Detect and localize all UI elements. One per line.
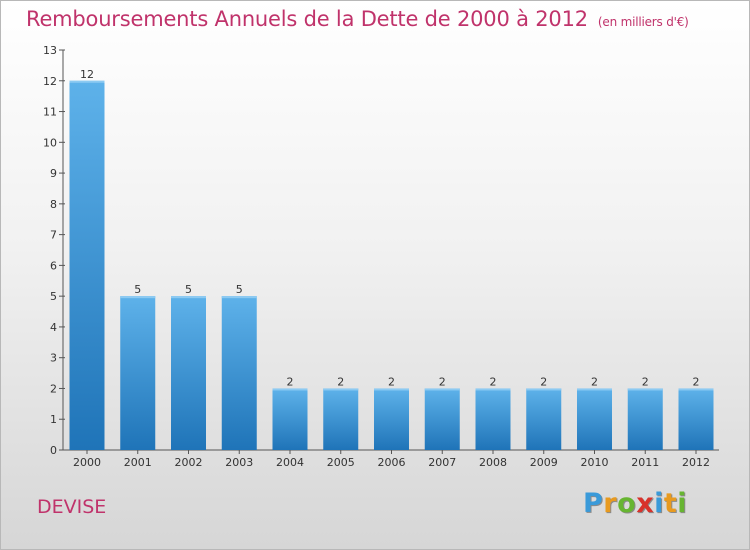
y-tick-label: 12	[43, 75, 57, 88]
labels: 0123456789101112131220005200152002520032…	[43, 44, 710, 469]
data-label-2000: 12	[80, 68, 94, 81]
y-tick-label: 6	[50, 259, 57, 272]
x-tick-label: 2006	[378, 456, 406, 469]
data-label-2011: 2	[642, 375, 649, 388]
bar-2007	[424, 388, 460, 450]
x-tick-label: 2003	[225, 456, 253, 469]
logo-letter: i	[654, 488, 664, 519]
bar-highlight	[678, 388, 714, 391]
bar-2005	[323, 388, 359, 450]
x-tick-label: 2007	[428, 456, 456, 469]
data-label-2002: 5	[185, 283, 192, 296]
data-label-2008: 2	[490, 375, 497, 388]
bar-highlight	[221, 296, 257, 299]
bar-2012	[678, 388, 714, 450]
logo-letter: o	[617, 488, 637, 519]
y-tick-label: 2	[50, 382, 57, 395]
y-tick-label: 13	[43, 44, 57, 57]
y-tick-label: 0	[50, 444, 57, 457]
y-tick-label: 7	[50, 229, 57, 242]
bar-highlight	[475, 388, 511, 391]
bar-2003	[221, 296, 257, 450]
bar-2002	[171, 296, 206, 450]
bar-2000	[69, 80, 105, 451]
x-tick-label: 2012	[682, 456, 710, 469]
x-tick-label: 2000	[73, 456, 101, 469]
bar-highlight	[171, 296, 206, 299]
data-label-2001: 5	[134, 283, 141, 296]
bar-highlight	[374, 388, 409, 391]
data-label-2004: 2	[287, 375, 294, 388]
y-tick-label: 9	[50, 167, 57, 180]
bar-2001	[120, 296, 156, 450]
bar-2009	[526, 388, 562, 450]
x-tick-label: 2005	[327, 456, 355, 469]
chart-title: Remboursements Annuels de la Dette de 20…	[26, 7, 689, 31]
bars	[69, 80, 714, 451]
bar-highlight	[577, 388, 612, 391]
commune-name: DEVISE	[37, 496, 107, 518]
bar-highlight	[272, 388, 308, 391]
proxiti-logo[interactable]: Proxiti	[583, 488, 687, 519]
y-tick-label: 5	[50, 290, 57, 303]
bar-2011	[627, 388, 663, 450]
y-tick-label: 3	[50, 352, 57, 365]
x-tick-label: 2004	[276, 456, 304, 469]
bar-highlight	[627, 388, 663, 391]
x-tick-label: 2011	[631, 456, 659, 469]
data-label-2005: 2	[337, 375, 344, 388]
data-label-2003: 5	[236, 283, 243, 296]
y-tick-label: 10	[43, 136, 57, 149]
y-tick-label: 1	[50, 413, 57, 426]
logo-letter: i	[677, 488, 688, 519]
data-label-2006: 2	[388, 375, 395, 388]
logo-letter: P	[583, 488, 604, 519]
logo-letter: r	[603, 488, 618, 519]
bar-highlight	[424, 388, 460, 391]
bar-2006	[374, 388, 409, 450]
bar-2008	[475, 388, 511, 450]
x-tick-label: 2009	[530, 456, 558, 469]
y-tick-label: 11	[43, 106, 57, 119]
bar-highlight	[526, 388, 562, 391]
bar-highlight	[120, 296, 156, 299]
bar-highlight	[323, 388, 359, 391]
bar-highlight	[69, 80, 105, 83]
data-label-2012: 2	[693, 375, 700, 388]
x-tick-label: 2002	[175, 456, 203, 469]
bar-2010	[577, 388, 612, 450]
x-tick-label: 2001	[124, 456, 152, 469]
chart-subtitle: (en milliers d'€)	[597, 15, 689, 29]
logo-letter: x	[636, 488, 655, 519]
chart-title-text: Remboursements Annuels de la Dette de 20…	[26, 7, 588, 31]
y-tick-label: 8	[50, 198, 57, 211]
x-tick-label: 2008	[479, 456, 507, 469]
bar-2004	[272, 388, 308, 450]
logo-letter: t	[663, 488, 678, 519]
data-label-2007: 2	[439, 375, 446, 388]
data-label-2010: 2	[591, 375, 598, 388]
data-label-2009: 2	[540, 375, 547, 388]
x-tick-label: 2010	[581, 456, 609, 469]
y-tick-label: 4	[50, 321, 57, 334]
